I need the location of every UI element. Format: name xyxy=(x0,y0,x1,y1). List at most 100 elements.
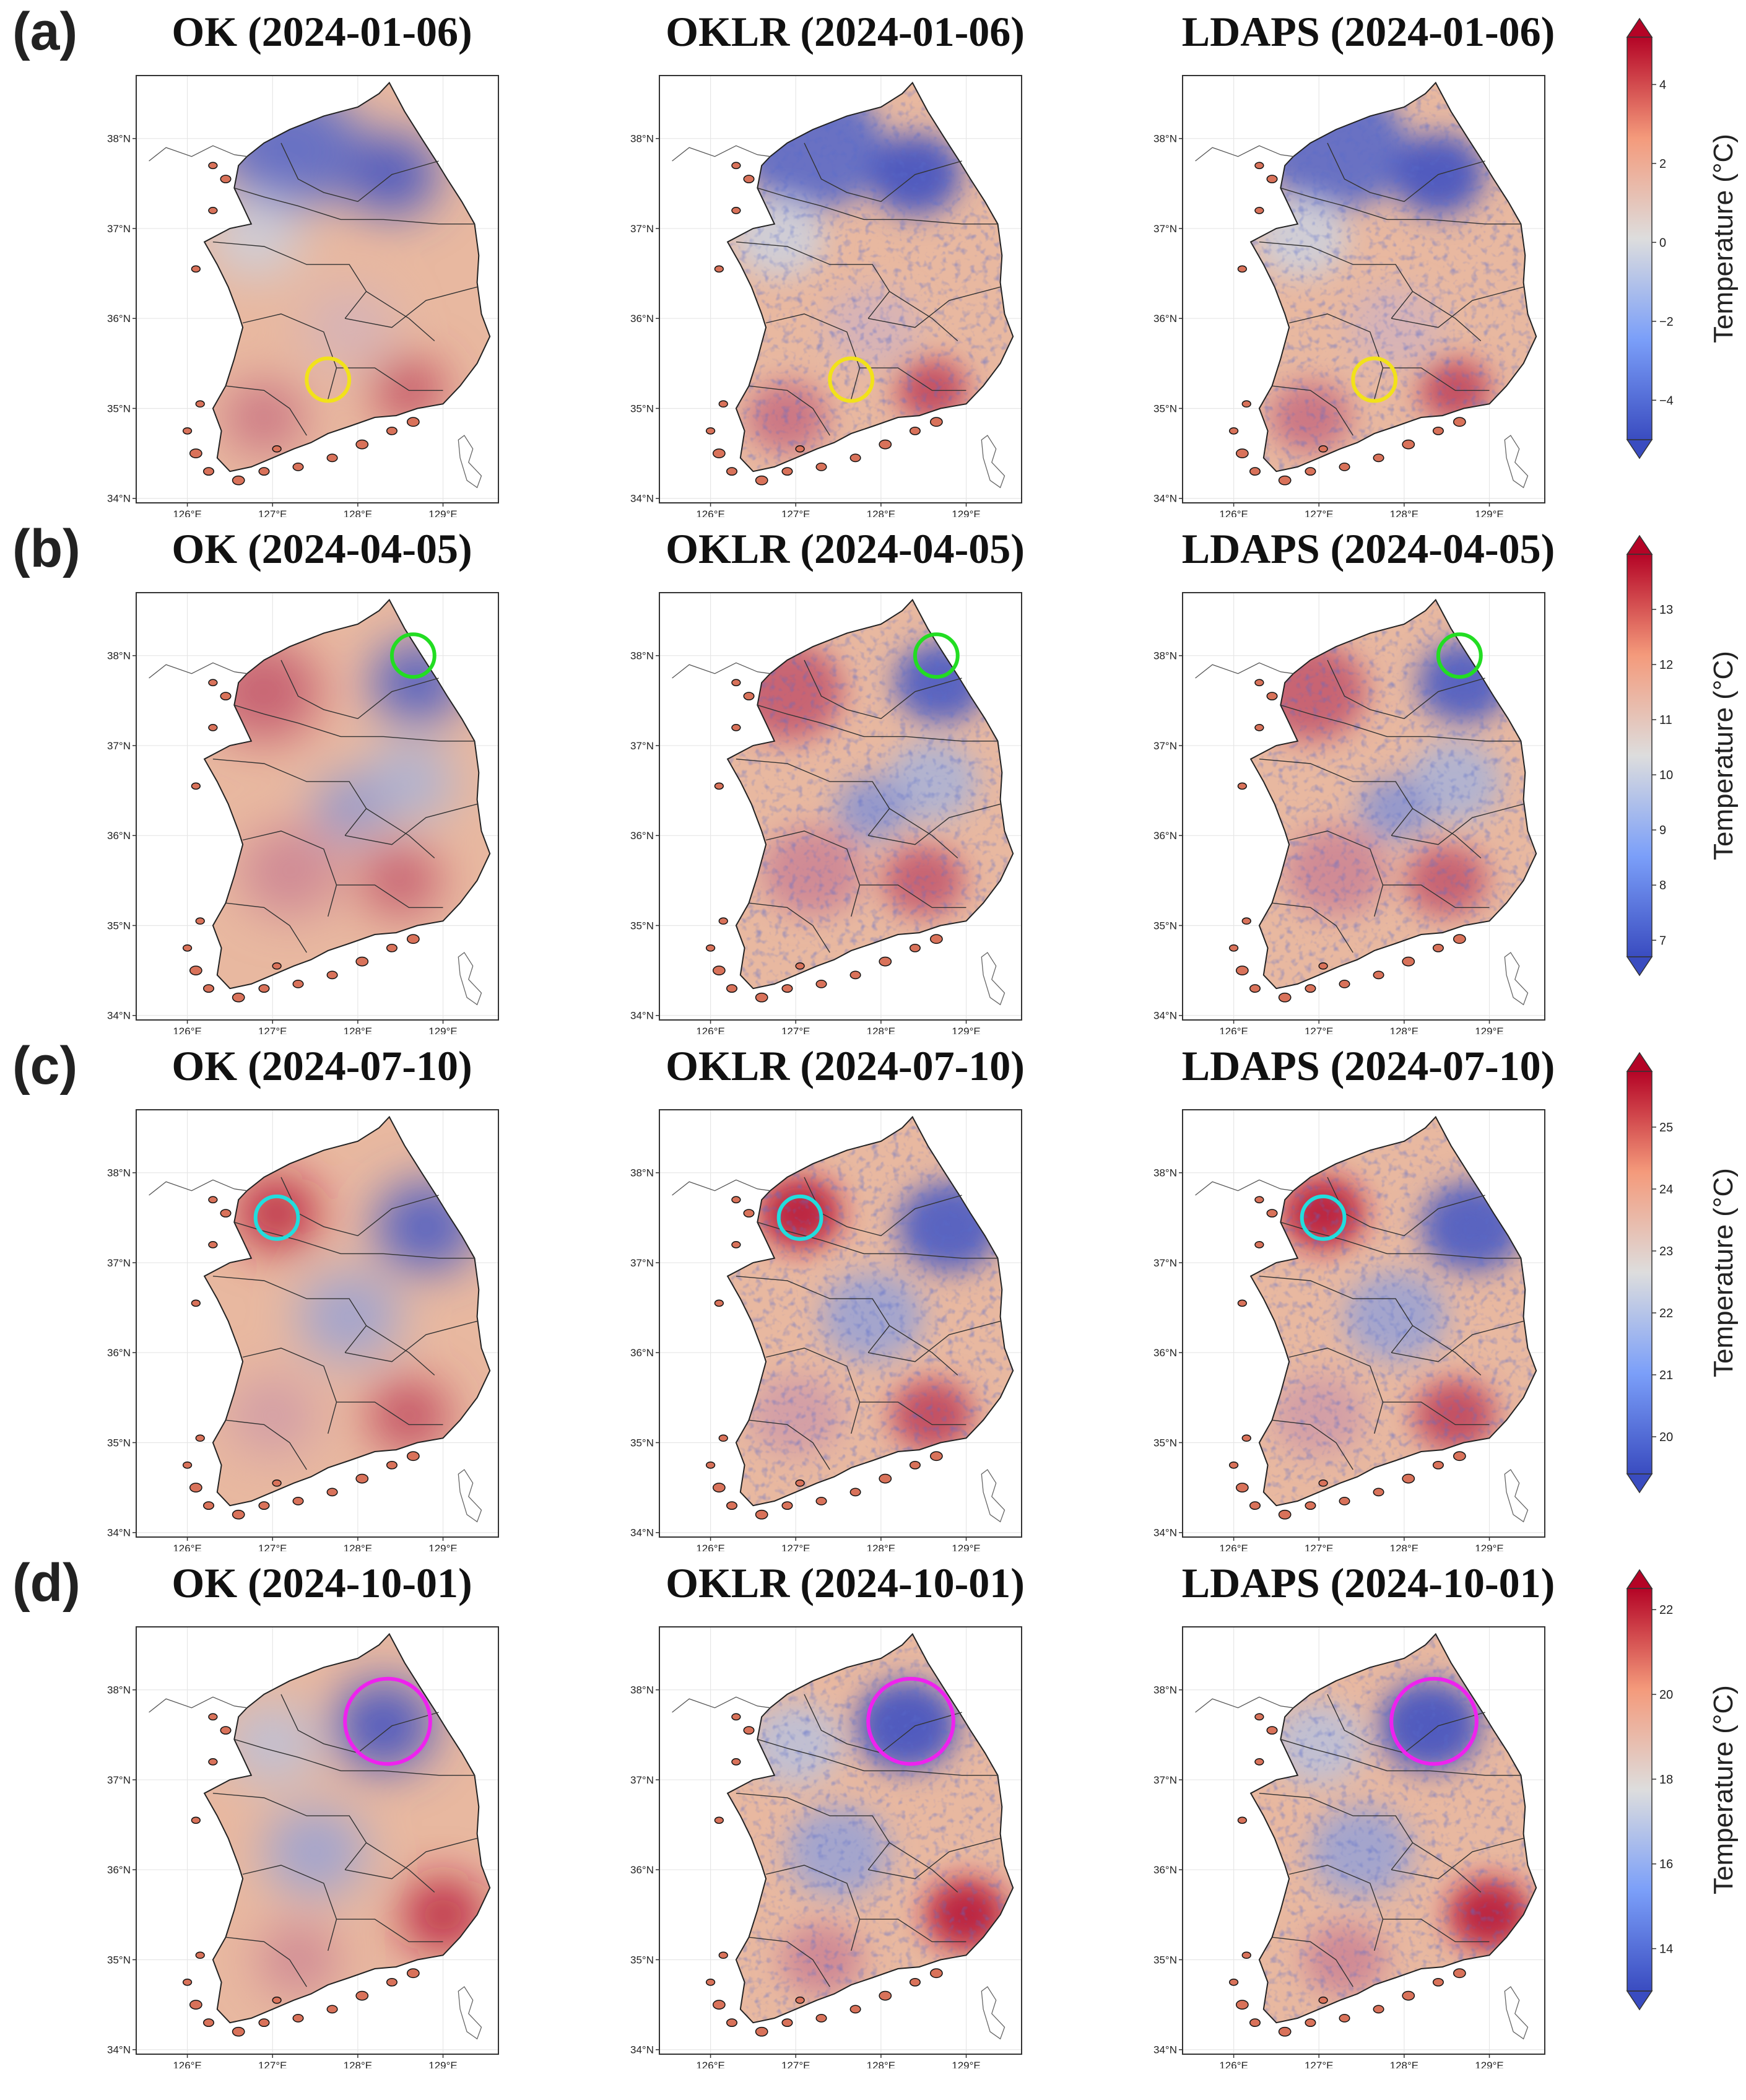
colorbar-tick-label: 8 xyxy=(1659,879,1666,892)
y-tick-label: 38°N xyxy=(1153,1167,1177,1179)
y-tick-label: 34°N xyxy=(1153,2044,1177,2056)
panel-title: LDAPS (2024-07-10) xyxy=(1181,1042,1555,1089)
y-tick-label: 36°N xyxy=(1153,313,1177,325)
x-tick-label: 128°E xyxy=(344,1026,373,1034)
map-panel-ok: 126°E 127°E 128°E 129°E 34°N 35°N 36°N 37°N 38°N… xyxy=(80,0,563,517)
row-label: (c) xyxy=(12,1036,78,1096)
x-tick-label: 128°E xyxy=(344,2060,373,2068)
y-tick-label: 38°N xyxy=(630,1167,654,1179)
colorbar-label: Temperature (°C) xyxy=(1708,134,1739,343)
province-boundaries xyxy=(736,1694,1001,1987)
highlight-circle xyxy=(253,1194,300,1241)
map-panel-ldaps: 126°E 127°E 128°E 129°E 34°N 35°N 36°N 37°N 38°N… xyxy=(1127,1551,1610,2068)
panel-title: LDAPS (2024-10-01) xyxy=(1181,1559,1555,1606)
x-tick-label: 126°E xyxy=(173,508,202,517)
y-tick-label: 38°N xyxy=(1153,133,1177,145)
province-boundaries xyxy=(1259,142,1524,436)
x-tick-label: 128°E xyxy=(867,1543,896,1551)
x-tick-label: 127°E xyxy=(1305,1543,1334,1551)
colorbar-tick-label: 23 xyxy=(1659,1245,1673,1258)
x-tick-label: 127°E xyxy=(258,508,287,517)
x-tick-label: 129°E xyxy=(952,1543,981,1551)
x-tick-label: 129°E xyxy=(1475,508,1504,517)
coastline xyxy=(203,1632,491,2024)
islands xyxy=(705,162,943,486)
y-tick-label: 38°N xyxy=(630,133,654,145)
y-tick-label: 38°N xyxy=(107,1167,131,1179)
map-canvas: 126°E 127°E 128°E 129°E 34°N 35°N 36°N 37°N 38°N xyxy=(630,1109,1022,1551)
tsushima-island xyxy=(981,435,1005,489)
x-tick-label: 127°E xyxy=(1305,2060,1334,2068)
y-tick-label: 35°N xyxy=(107,1437,131,1449)
map-canvas: 126°E 127°E 128°E 129°E 34°N 35°N 36°N 37°N 38°N xyxy=(1153,75,1545,517)
highlight-circle xyxy=(913,632,960,679)
map-canvas: 126°E 127°E 128°E 129°E 34°N 35°N 36°N 37°N 38°N xyxy=(630,1626,1022,2068)
islands xyxy=(182,1713,420,2037)
y-tick-label: 37°N xyxy=(107,1257,131,1269)
panel-title: OKLR (2024-07-10) xyxy=(666,1042,1025,1089)
x-tick-label: 128°E xyxy=(867,508,896,517)
colorbar-tick-label: 20 xyxy=(1659,1431,1673,1444)
map-panel-ok: 126°E 127°E 128°E 129°E 34°N 35°N 36°N 37°N 38°N… xyxy=(80,517,563,1034)
y-tick-label: 35°N xyxy=(630,920,654,931)
y-tick-label: 38°N xyxy=(1153,650,1177,662)
highlight-circle xyxy=(1389,1676,1479,1766)
colorbar-tick-label: 13 xyxy=(1659,603,1673,617)
temperature-field xyxy=(204,1634,490,2023)
x-tick-label: 126°E xyxy=(1219,1543,1248,1551)
figure-row: (d) 126°E 127°E 128°E 129°E 34°N 35°N 36°N 37°N 3… xyxy=(0,1551,1746,2068)
y-tick-label: 34°N xyxy=(630,1010,654,1022)
x-tick-label: 128°E xyxy=(1390,508,1419,517)
map-canvas: 126°E 127°E 128°E 129°E 34°N 35°N 36°N 37°N 38°N xyxy=(107,1109,499,1551)
colorbar: 7 8 9 10 11 12 13 Temperature (°C) xyxy=(1610,517,1746,1034)
map-canvas: 126°E 127°E 128°E 129°E 34°N 35°N 36°N 37°N 38°N xyxy=(107,75,499,517)
map-panel-ok: 126°E 127°E 128°E 129°E 34°N 35°N 36°N 37°N 38°N… xyxy=(80,1034,563,1551)
x-tick-label: 126°E xyxy=(173,2060,202,2068)
province-boundaries xyxy=(212,660,477,953)
colorbar: 14 16 18 20 22 Temperature (°C) xyxy=(1610,1551,1746,2068)
highlight-circle xyxy=(1300,1194,1347,1241)
y-tick-label: 35°N xyxy=(1153,920,1177,931)
y-tick-label: 38°N xyxy=(1153,1684,1177,1696)
y-tick-label: 34°N xyxy=(630,1527,654,1539)
y-tick-label: 34°N xyxy=(630,2044,654,2056)
x-tick-label: 127°E xyxy=(781,2060,810,2068)
panel-title: OKLR (2024-04-05) xyxy=(666,525,1025,572)
islands xyxy=(1228,162,1466,486)
tsushima-island xyxy=(458,1986,482,2040)
x-tick-label: 128°E xyxy=(1390,1543,1419,1551)
x-tick-label: 126°E xyxy=(696,1543,725,1551)
map-canvas: 126°E 127°E 128°E 129°E 34°N 35°N 36°N 37°N 38°N xyxy=(630,592,1022,1034)
map-canvas: 126°E 127°E 128°E 129°E 34°N 35°N 36°N 37°N 38°N xyxy=(1153,592,1545,1034)
y-tick-label: 35°N xyxy=(630,403,654,414)
tsushima-island xyxy=(981,1469,1005,1523)
map-canvas: 126°E 127°E 128°E 129°E 34°N 35°N 36°N 37°N 38°N xyxy=(1153,1109,1545,1551)
colorbar-tick-label: 9 xyxy=(1659,824,1666,837)
map-canvas: 126°E 127°E 128°E 129°E 34°N 35°N 36°N 37°N 38°N xyxy=(107,592,499,1034)
y-tick-label: 34°N xyxy=(1153,493,1177,505)
y-tick-label: 34°N xyxy=(1153,1527,1177,1539)
x-tick-label: 126°E xyxy=(173,1543,202,1551)
islands xyxy=(705,679,943,1003)
y-tick-label: 36°N xyxy=(1153,1347,1177,1359)
province-boundaries xyxy=(736,660,1001,953)
x-tick-label: 127°E xyxy=(781,1026,810,1034)
temperature-field xyxy=(1251,82,1537,472)
islands xyxy=(1228,1713,1466,2037)
coastline xyxy=(1249,1632,1537,2024)
islands xyxy=(182,1196,420,1520)
colorbar-gradient xyxy=(1627,554,1653,957)
y-tick-label: 35°N xyxy=(1153,1437,1177,1449)
figure-row: (a) 126°E 127°E 128°E 129°E 34°N 35°N 36°N 37°N 3… xyxy=(0,0,1746,517)
tsushima-island xyxy=(1504,1986,1529,2040)
colorbar-tick-label: 11 xyxy=(1659,713,1672,727)
highlight-circle xyxy=(343,1676,432,1766)
highlight-circle xyxy=(866,1676,955,1766)
coastline xyxy=(1249,1115,1537,1507)
y-tick-label: 37°N xyxy=(1153,740,1177,752)
x-tick-label: 126°E xyxy=(1219,2060,1248,2068)
row-label: (d) xyxy=(12,1553,80,1613)
map-panel-oklr: 126°E 127°E 128°E 129°E 34°N 35°N 36°N 37°N 38°N… xyxy=(604,0,1087,517)
tsushima-island xyxy=(458,952,482,1006)
colorbar-tick-label: 18 xyxy=(1659,1773,1673,1787)
